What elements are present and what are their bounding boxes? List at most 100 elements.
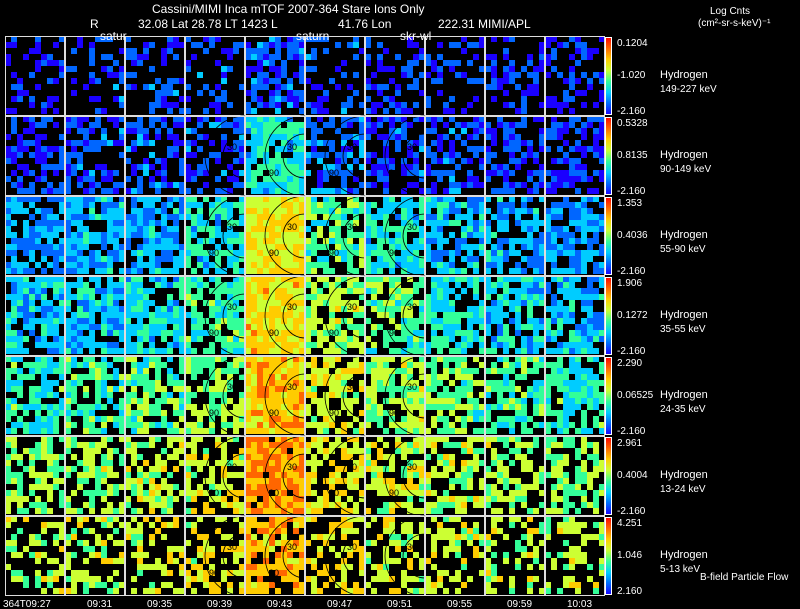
heatmap-cell xyxy=(59,478,65,484)
heatmap-cell xyxy=(359,422,365,428)
heatmap-cell xyxy=(23,196,29,202)
heatmap-cell xyxy=(233,454,239,460)
heatmap-cell xyxy=(581,220,587,226)
heatmap-cell xyxy=(185,472,191,478)
heatmap-cell xyxy=(77,318,83,324)
heatmap-cell xyxy=(77,250,83,256)
heatmap-cell xyxy=(365,226,371,232)
heatmap-cell xyxy=(257,368,263,374)
heatmap-cell xyxy=(149,256,155,262)
heatmap-cell xyxy=(299,66,305,72)
heatmap-cell xyxy=(77,196,83,202)
heatmap-cell xyxy=(251,158,257,164)
heatmap-cell xyxy=(515,398,521,404)
heatmap-cell xyxy=(293,442,299,448)
heatmap-cell xyxy=(347,164,353,170)
heatmap-cell xyxy=(161,202,167,208)
heatmap-cell xyxy=(77,374,83,380)
heatmap-cell xyxy=(5,478,11,484)
heatmap-cell xyxy=(407,342,413,348)
heatmap-cell xyxy=(461,48,467,54)
heatmap-cell xyxy=(311,374,317,380)
heatmap-cell xyxy=(269,288,275,294)
heatmap-cell xyxy=(383,96,389,102)
heatmap-cell xyxy=(209,122,215,128)
heatmap-cell xyxy=(287,330,293,336)
contour-arc xyxy=(402,373,426,419)
heatmap-cell xyxy=(53,330,59,336)
heatmap-cell xyxy=(377,250,383,256)
panel-cell-border xyxy=(65,196,125,276)
panel-cell-border xyxy=(485,356,545,436)
heatmap-cell xyxy=(275,158,281,164)
heatmap-cell xyxy=(539,42,545,48)
heatmap-cell xyxy=(509,318,515,324)
heatmap-cell xyxy=(221,392,227,398)
heatmap-cell xyxy=(155,220,161,226)
heatmap-cell xyxy=(89,368,95,374)
heatmap-cell xyxy=(449,158,455,164)
heatmap-cell xyxy=(215,276,221,282)
heatmap-cell xyxy=(71,348,77,354)
heatmap-cell xyxy=(413,256,419,262)
heatmap-cell xyxy=(365,42,371,48)
heatmap-cell xyxy=(227,250,233,256)
heatmap-cell xyxy=(257,250,263,256)
heatmap-cell xyxy=(563,288,569,294)
heatmap-cell xyxy=(377,448,383,454)
heatmap-cell xyxy=(401,368,407,374)
heatmap-cell xyxy=(413,42,419,48)
heatmap-cell xyxy=(281,66,287,72)
heatmap-cell xyxy=(89,214,95,220)
heatmap-cell xyxy=(263,188,269,194)
heatmap-cell xyxy=(179,490,185,496)
heatmap-cell xyxy=(185,276,191,282)
heatmap-cell xyxy=(119,330,125,336)
heatmap-cell xyxy=(89,306,95,312)
heatmap-cell xyxy=(197,484,203,490)
heatmap-cell xyxy=(179,164,185,170)
heatmap-cell xyxy=(545,404,551,410)
heatmap-cell xyxy=(341,102,347,108)
heatmap-cell xyxy=(11,410,17,416)
heatmap-cell xyxy=(293,306,299,312)
heatmap-cell xyxy=(251,244,257,250)
heatmap-cell xyxy=(371,362,377,368)
heatmap-cell xyxy=(5,386,11,392)
heatmap-cell xyxy=(155,410,161,416)
heatmap-cell xyxy=(335,84,341,90)
heatmap-cell xyxy=(287,250,293,256)
heatmap-cell xyxy=(497,262,503,268)
heatmap-cell xyxy=(317,140,323,146)
heatmap-cell xyxy=(515,134,521,140)
heatmap-cell xyxy=(299,48,305,54)
heatmap-cell xyxy=(149,342,155,348)
heatmap-cell xyxy=(581,300,587,306)
heatmap-cell xyxy=(437,232,443,238)
heatmap-cell xyxy=(353,416,359,422)
heatmap-cell xyxy=(503,336,509,342)
heatmap-cell xyxy=(137,416,143,422)
heatmap-cell xyxy=(593,238,599,244)
heatmap-cell xyxy=(47,146,53,152)
heatmap-cell xyxy=(377,164,383,170)
heatmap-cell xyxy=(299,300,305,306)
heatmap-cell xyxy=(407,250,413,256)
heatmap-cell xyxy=(563,398,569,404)
heatmap-cell xyxy=(239,410,245,416)
heatmap-cell xyxy=(185,152,191,158)
heatmap-cell xyxy=(299,158,305,164)
heatmap-cell xyxy=(101,36,107,42)
heatmap-cell xyxy=(587,196,593,202)
heatmap-cell xyxy=(89,238,95,244)
heatmap-cell xyxy=(203,134,209,140)
heatmap-cell xyxy=(335,288,341,294)
heatmap-cell xyxy=(449,170,455,176)
heatmap-cell xyxy=(545,374,551,380)
heatmap-cell xyxy=(527,208,533,214)
heatmap-cell xyxy=(107,294,113,300)
heatmap-cell xyxy=(281,208,287,214)
heatmap-cell xyxy=(167,152,173,158)
heatmap-cell xyxy=(431,368,437,374)
heatmap-cell xyxy=(191,508,197,514)
